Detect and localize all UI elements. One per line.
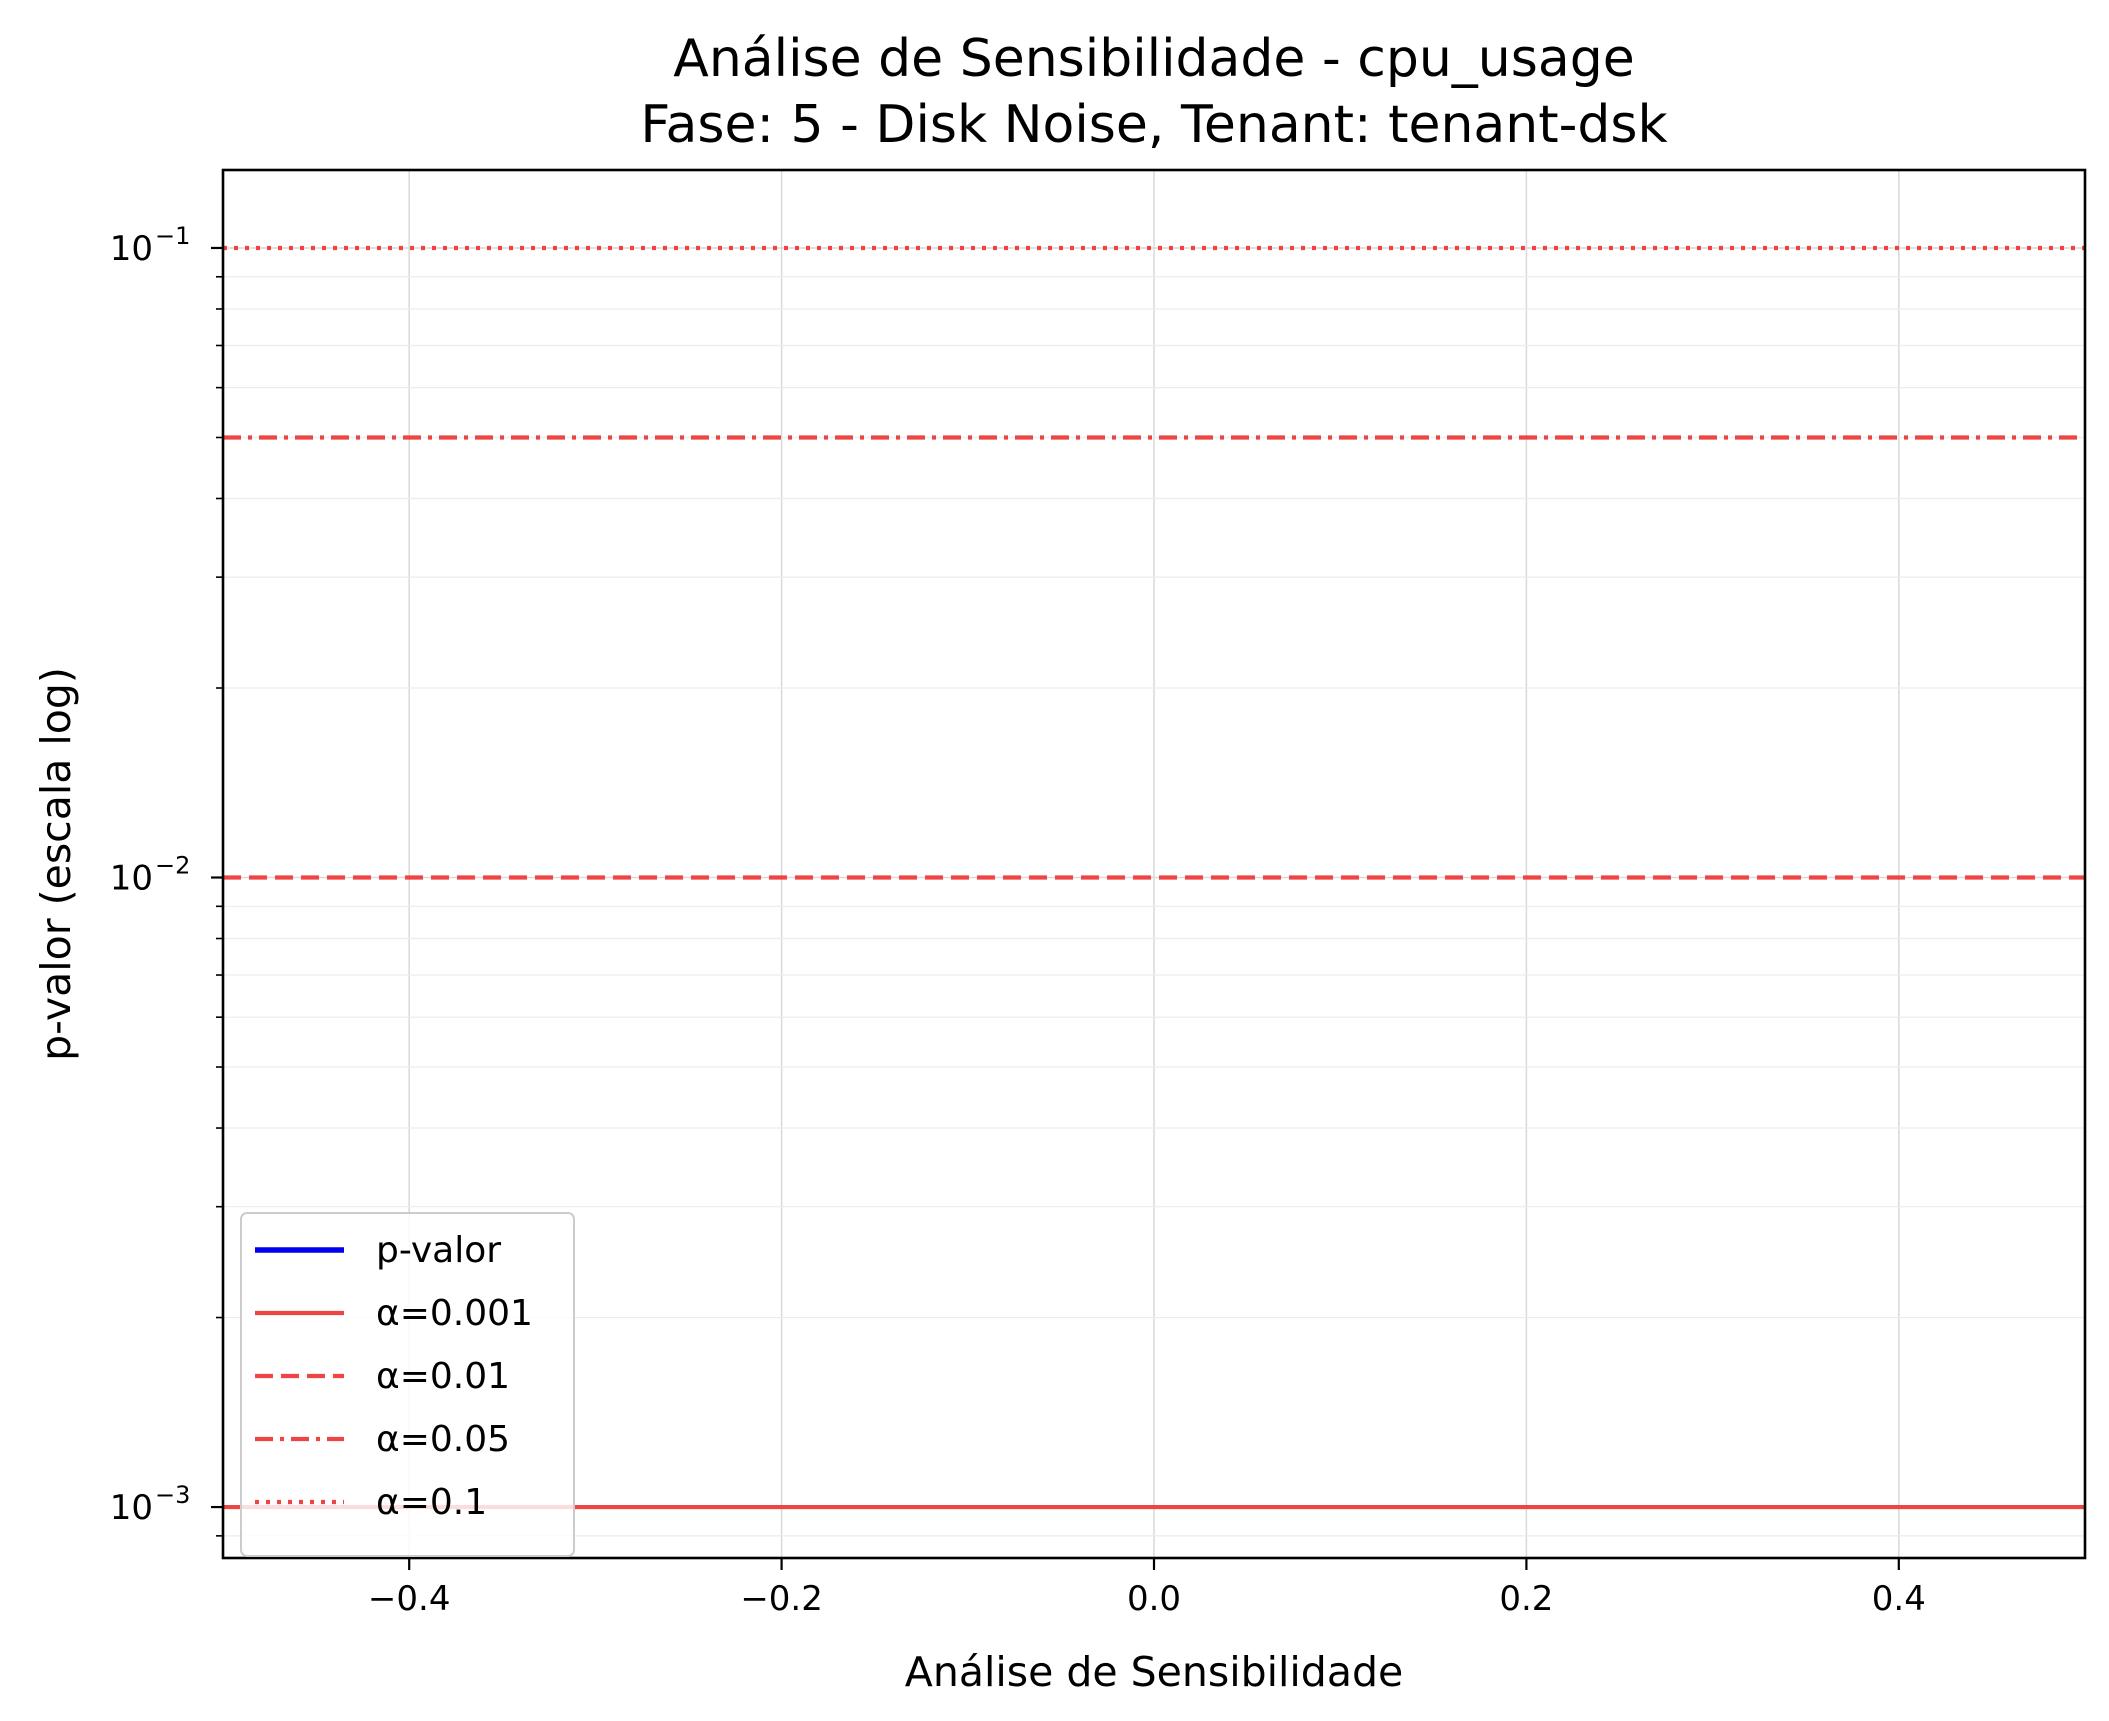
legend-label: p-valor (376, 1230, 501, 1271)
y-tick-base: 10 (110, 1488, 153, 1528)
y-tick-label: 10 −3 (110, 1481, 191, 1528)
y-tick-exponent: −1 (155, 222, 190, 250)
legend-item: α=0.1 (255, 1482, 487, 1523)
y-tick-exponent: −2 (155, 852, 190, 880)
legend-label: α=0.01 (376, 1356, 510, 1397)
x-tick-label: 0.4 (1872, 1579, 1926, 1619)
legend-item: α=0.01 (255, 1356, 510, 1397)
legend-box (240, 1212, 575, 1557)
x-tick-label: −0.2 (740, 1579, 823, 1619)
tick-layer: −0.4 −0.2 0.0 0.2 0.410−110−210−3 (110, 222, 1926, 1619)
grid-layer (223, 170, 2085, 1558)
legend-label: α=0.001 (376, 1293, 533, 1334)
y-axis-label: p-valor (escala log) (32, 667, 80, 1061)
legend-item: p-valor (255, 1230, 501, 1271)
x-tick-label: 0.2 (1499, 1579, 1553, 1619)
chart-title-line-2: Fase: 5 - Disk Noise, Tenant: tenant-dsk (640, 95, 1667, 155)
y-tick-label: 10 −1 (110, 222, 191, 269)
legend-label: α=0.1 (376, 1482, 487, 1523)
y-tick-base: 10 (110, 229, 153, 269)
legend-item: α=0.05 (255, 1419, 510, 1460)
chart-title-line-1: Análise de Sensibilidade - cpu_usage (673, 29, 1634, 89)
legend-label: α=0.05 (376, 1419, 510, 1460)
x-tick-label: 0.0 (1127, 1579, 1181, 1619)
legend-item: α=0.001 (255, 1293, 533, 1334)
y-tick-exponent: −3 (155, 1481, 190, 1509)
y-tick-label: 10 −2 (110, 852, 191, 899)
legend: p-valor α=0.001 α=0.01 α=0.05 α=0.1 (240, 1212, 575, 1557)
x-tick-label: −0.4 (368, 1579, 451, 1619)
x-axis-label: Análise de Sensibilidade (905, 1648, 1403, 1696)
y-tick-base: 10 (110, 859, 153, 899)
